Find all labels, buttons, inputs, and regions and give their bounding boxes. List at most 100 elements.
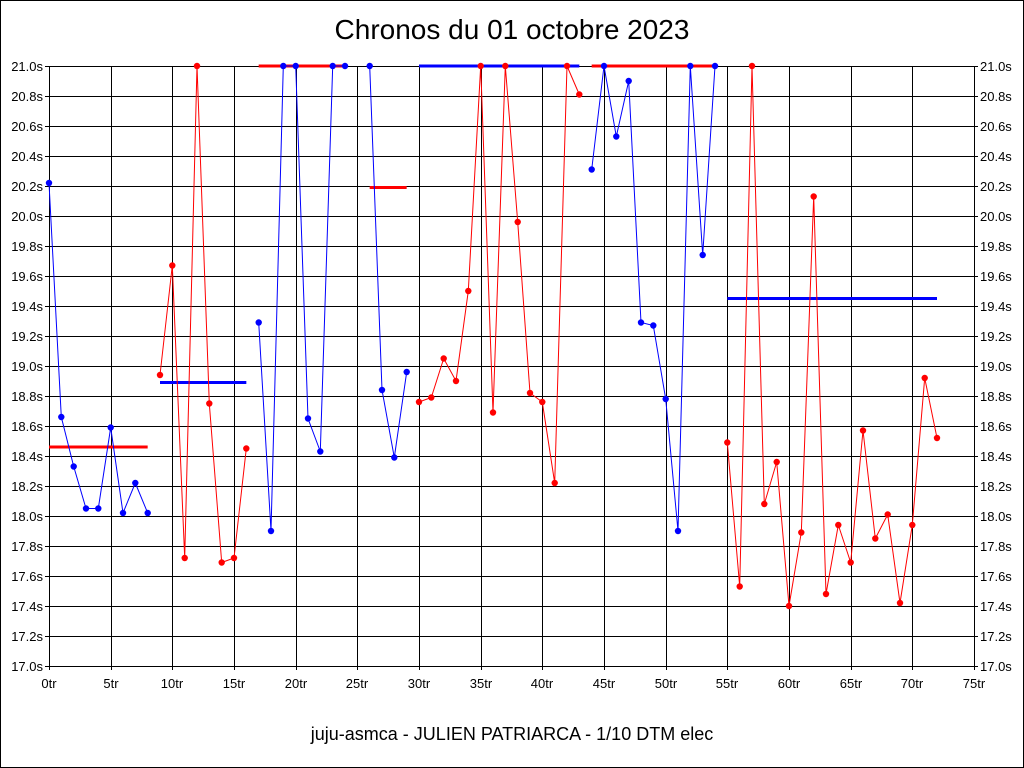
data-point — [378, 386, 386, 394]
y-tick-label-left: 18.6s — [11, 419, 43, 434]
x-tick-label: 10tr — [161, 676, 184, 691]
y-tick-label-right: 18.8s — [980, 389, 1012, 404]
y-tick-label-left: 20.0s — [11, 209, 43, 224]
data-point — [650, 322, 657, 329]
y-tick-label-right: 20.0s — [980, 209, 1012, 224]
x-tick-label: 65tr — [840, 676, 863, 691]
axis-labels: 0tr 5tr 10tr 15tr 20tr 25tr 30tr 35tr 40tr 45tr 50… — [11, 59, 1012, 691]
series-line — [591, 65, 716, 532]
y-tick-label-left: 20.2s — [11, 179, 43, 194]
data-point — [428, 394, 435, 401]
x-tick-label: 75tr — [963, 676, 986, 691]
data-point — [107, 424, 114, 431]
y-tick-label-right: 20.8s — [980, 89, 1012, 104]
data-point — [452, 377, 460, 385]
data-point — [169, 262, 176, 269]
y-tick-label-left: 17.8s — [11, 539, 43, 554]
data-point — [255, 319, 262, 326]
data-point — [144, 509, 151, 517]
data-point — [921, 374, 928, 382]
data-point — [539, 398, 546, 406]
y-tick-label-right: 20.2s — [980, 179, 1012, 194]
data-point — [465, 287, 472, 295]
data-point — [280, 62, 287, 70]
data-point — [909, 521, 916, 529]
data-point — [70, 463, 77, 470]
data-point — [872, 535, 879, 542]
data-point — [119, 509, 127, 517]
data-point — [761, 500, 768, 508]
y-tick-label-left: 19.0s — [11, 359, 43, 374]
y-tick-label-right: 17.0s — [980, 659, 1012, 674]
data-point — [613, 133, 620, 140]
y-tick-label-right: 19.6s — [980, 269, 1012, 284]
y-tick-label-left: 18.0s — [11, 509, 43, 524]
data-point — [230, 554, 238, 562]
x-tick-label: 40tr — [531, 676, 554, 691]
y-tick-label-left: 20.6s — [11, 119, 43, 134]
data-point — [724, 439, 731, 446]
data-point — [773, 458, 780, 466]
data-point — [662, 395, 669, 403]
data-point — [181, 554, 188, 562]
y-tick-label-right: 19.0s — [980, 359, 1012, 374]
data-point — [292, 62, 299, 70]
x-tick-label: 30tr — [408, 676, 431, 691]
x-tick-label: 15tr — [223, 676, 246, 691]
x-tick-label: 5tr — [103, 676, 119, 691]
data-point — [835, 521, 842, 529]
x-tick-label: 45tr — [593, 676, 616, 691]
data-point — [637, 319, 645, 326]
y-tick-label-right: 20.4s — [980, 149, 1012, 164]
x-tick-label: 35tr — [470, 676, 493, 691]
y-tick-label-left: 21.0s — [11, 59, 43, 74]
data-point — [687, 62, 694, 70]
data-point — [267, 527, 275, 535]
x-tick-label: 50tr — [655, 676, 678, 691]
data-point — [748, 62, 756, 70]
data-point — [341, 62, 349, 70]
chart-caption: juju-asmca - JULIEN PATRIARCA - 1/10 DTM… — [310, 724, 714, 744]
data-point — [82, 505, 90, 512]
y-tick-label-left: 19.8s — [11, 239, 43, 254]
y-tick-label-left: 17.0s — [11, 659, 43, 674]
data-point — [526, 389, 534, 397]
data-point — [588, 166, 595, 173]
data-point — [736, 583, 743, 590]
y-tick-label-left: 17.6s — [11, 569, 43, 584]
data-point — [206, 400, 213, 407]
data-point — [859, 427, 867, 434]
y-tick-label-left: 19.6s — [11, 269, 43, 284]
data-point — [156, 371, 164, 379]
data-point — [896, 599, 904, 607]
data-point — [502, 62, 509, 70]
data-point — [58, 413, 65, 421]
data-point — [304, 415, 312, 422]
data-point — [576, 91, 583, 98]
data-point — [366, 62, 373, 70]
data-point — [600, 62, 608, 70]
x-tick-label: 0tr — [41, 676, 57, 691]
y-tick-label-left: 18.8s — [11, 389, 43, 404]
data-point — [440, 355, 447, 362]
y-tick-label-right: 18.6s — [980, 419, 1012, 434]
series-line — [369, 65, 408, 458]
data-point — [551, 479, 558, 487]
y-tick-label-left: 17.2s — [11, 629, 43, 644]
data-point — [243, 445, 250, 452]
data-point — [810, 193, 817, 200]
x-tick-label: 25tr — [346, 676, 369, 691]
y-tick-label-right: 17.2s — [980, 629, 1012, 644]
y-tick-label-left: 18.2s — [11, 479, 43, 494]
data-point — [218, 559, 225, 566]
data-point — [193, 62, 201, 70]
y-tick-label-left: 18.4s — [11, 449, 43, 464]
data-point — [403, 368, 410, 376]
x-tick-label: 60tr — [778, 676, 801, 691]
y-tick-label-right: 18.0s — [980, 509, 1012, 524]
data-point — [477, 62, 484, 70]
data-point — [822, 590, 830, 598]
data-point — [933, 434, 941, 442]
series-line — [726, 65, 938, 607]
